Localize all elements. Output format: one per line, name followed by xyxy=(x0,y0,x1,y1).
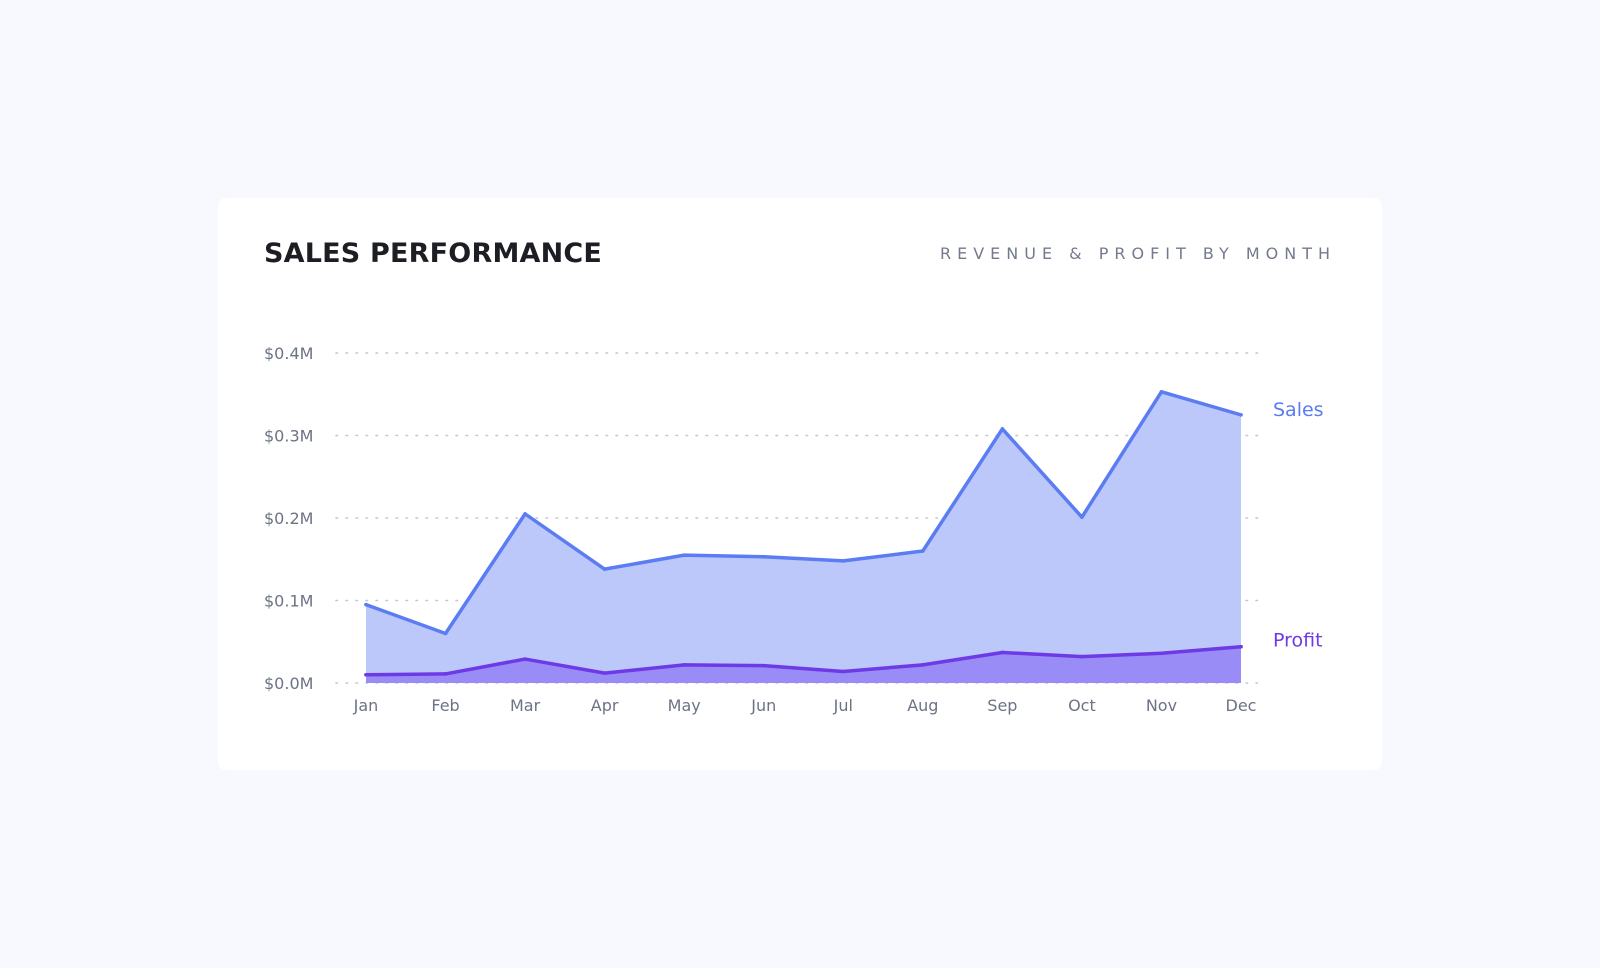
sales-point xyxy=(761,554,766,559)
chart-subtitle: REVENUE & PROFIT BY MONTH xyxy=(940,244,1336,263)
x-tick-label: Apr xyxy=(591,696,619,715)
profit-point xyxy=(1159,651,1164,656)
profit-area xyxy=(366,646,1241,683)
y-tick-label: $0.0M xyxy=(264,674,313,693)
x-tick-label: Nov xyxy=(1146,696,1177,715)
chart-plot: $0.0M $0.1M $0.2M $0.3M $0.4M Jan Feb Mar Apr Ma… xyxy=(264,344,1324,715)
profit-point xyxy=(523,657,527,661)
profit-point xyxy=(1239,644,1243,649)
profit-point xyxy=(921,663,925,667)
x-tick-label: Jun xyxy=(750,696,776,715)
profit-point xyxy=(761,663,766,668)
sales-line xyxy=(364,390,1243,636)
profit-point xyxy=(602,671,607,675)
x-tick-label: Jul xyxy=(833,696,853,715)
y-tick-label: $0.2M xyxy=(264,509,313,528)
series-label-sales: Sales xyxy=(1273,399,1324,421)
sales-point xyxy=(921,549,925,553)
x-tick-label: May xyxy=(668,696,701,715)
profit-point xyxy=(364,672,368,677)
profit-point xyxy=(1080,654,1084,659)
chart-card: SALES PERFORMANCE REVENUE & PROFIT BY MO… xyxy=(218,198,1382,770)
sales-point xyxy=(682,553,686,557)
x-axis-ticks: Jan Feb Mar Apr May Jun Jul Aug Sep Oct Nov Dec xyxy=(353,696,1257,715)
profit-line xyxy=(364,644,1243,677)
x-tick-label: Mar xyxy=(510,696,541,715)
sales-series xyxy=(364,389,1243,683)
chart-title: SALES PERFORMANCE xyxy=(264,238,603,269)
profit-point xyxy=(682,663,686,667)
x-tick-label: Sep xyxy=(987,696,1017,715)
profit-point xyxy=(1000,650,1005,655)
sales-point xyxy=(1000,427,1005,431)
x-tick-label: Dec xyxy=(1226,696,1257,715)
x-tick-label: Feb xyxy=(431,696,459,715)
sales-point xyxy=(841,559,846,563)
profit-series xyxy=(364,644,1243,683)
sales-point xyxy=(443,631,448,636)
profit-point xyxy=(841,669,846,674)
sales-point xyxy=(1080,515,1084,519)
sales-point xyxy=(1159,389,1164,394)
sales-area xyxy=(366,391,1241,683)
sales-point xyxy=(602,567,607,571)
profit-point xyxy=(443,672,448,676)
x-tick-label: Jan xyxy=(353,696,379,715)
sales-point xyxy=(523,512,527,516)
y-tick-label: $0.3M xyxy=(264,427,313,446)
y-tick-label: $0.4M xyxy=(264,344,313,363)
y-tick-label: $0.1M xyxy=(264,592,313,611)
x-tick-label: Oct xyxy=(1068,696,1096,715)
sales-point xyxy=(364,602,368,607)
y-axis-ticks: $0.0M $0.1M $0.2M $0.3M $0.4M xyxy=(264,344,313,693)
x-tick-label: Aug xyxy=(907,696,938,715)
sales-point xyxy=(1239,413,1243,417)
series-labels: Sales Profit xyxy=(1273,399,1324,652)
series-label-profit: Profit xyxy=(1273,630,1323,652)
